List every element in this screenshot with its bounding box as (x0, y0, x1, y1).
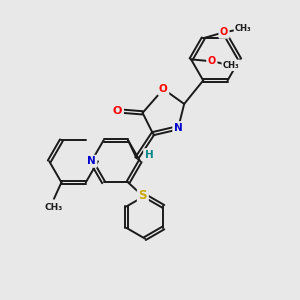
Text: O: O (159, 84, 168, 94)
Text: O: O (220, 27, 228, 37)
Text: H: H (145, 150, 154, 160)
Text: CH₃: CH₃ (223, 61, 239, 70)
Text: S: S (139, 189, 147, 202)
Text: O: O (113, 106, 122, 116)
Text: N: N (174, 123, 183, 133)
Text: O: O (208, 56, 216, 66)
Text: CH₃: CH₃ (235, 24, 252, 33)
Text: N: N (87, 156, 96, 166)
Text: CH₃: CH₃ (45, 202, 63, 211)
